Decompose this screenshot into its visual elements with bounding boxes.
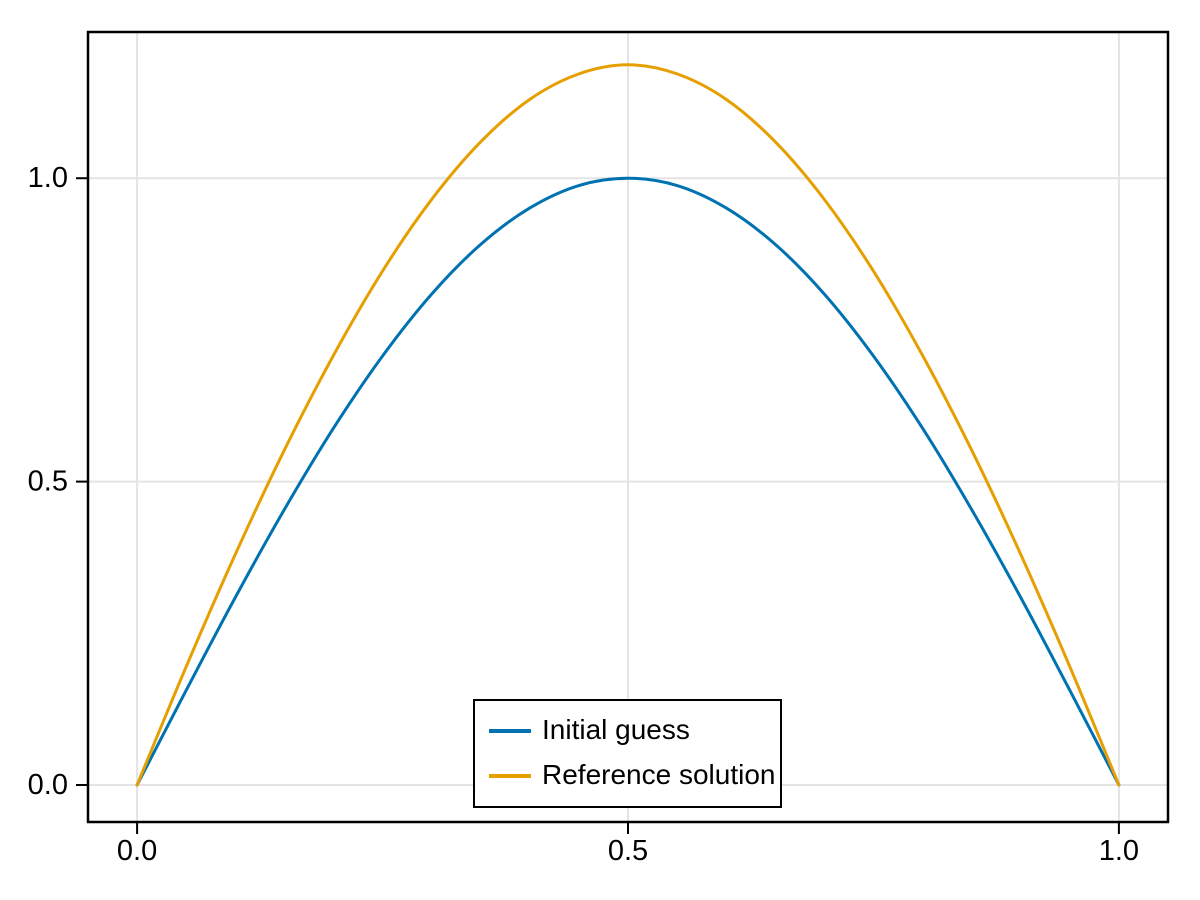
x-tick-label: 0.0 (117, 835, 157, 867)
y-tick-label: 0.0 (28, 769, 68, 801)
y-tick-label: 1.0 (28, 162, 68, 194)
legend-item-reference-solution: Reference solution (489, 758, 780, 795)
legend-line-sample-initial-guess (489, 729, 531, 733)
legend-line-sample-reference-solution (489, 774, 531, 778)
y-tick-label: 0.5 (28, 466, 68, 498)
legend-item-initial-guess: Initial guess (489, 713, 780, 750)
series-line-initial-guess (135, 176, 1121, 787)
x-tick-label: 1.0 (1099, 835, 1139, 867)
axis-ticks (76, 177, 1120, 834)
legend-label-initial-guess: Initial guess (542, 713, 690, 745)
axis-tick-labels: 0.0 0.5 1.0 0.0 0.5 1.0 (28, 162, 1139, 867)
plot-series (135, 63, 1121, 787)
series-line-reference-solution (135, 63, 1121, 787)
legend-label-reference-solution: Reference solution (542, 758, 776, 790)
x-tick-label: 0.5 (608, 835, 648, 867)
legend: Initial guess Reference solution (473, 699, 782, 808)
